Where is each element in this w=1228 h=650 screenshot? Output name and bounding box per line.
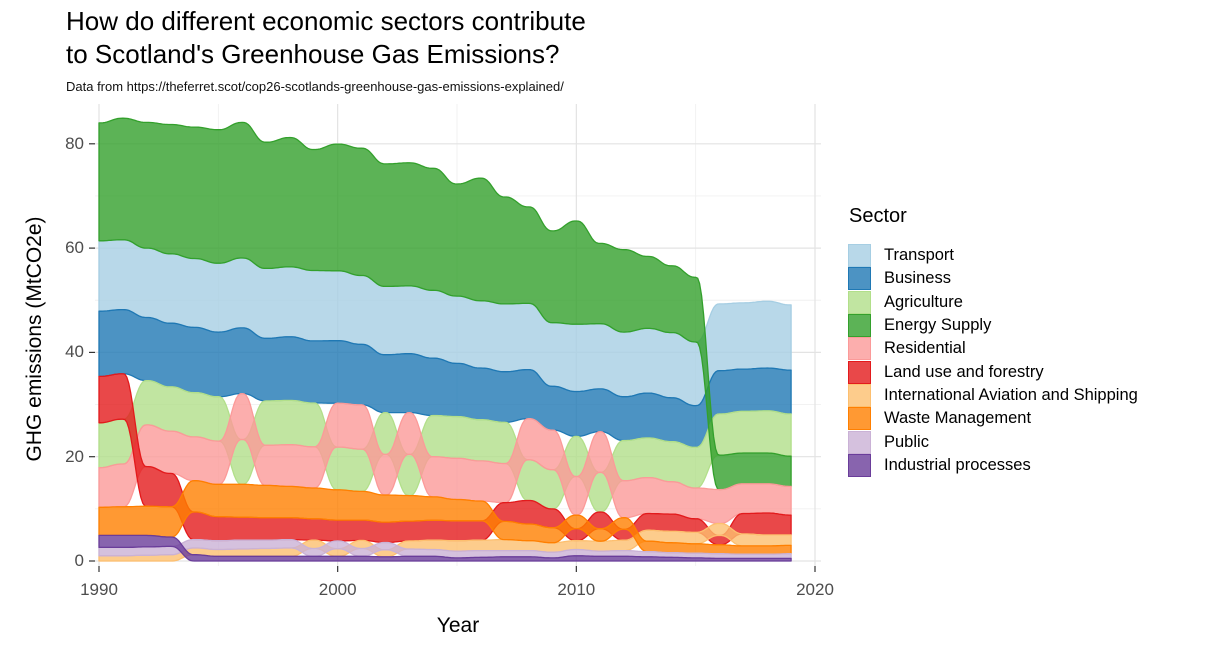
legend-swatch-icon	[848, 244, 871, 268]
legend-swatch-icon	[848, 290, 871, 314]
x-tick-label: 2020	[796, 580, 834, 599]
chart-title-line1: How do different economic sectors contri…	[66, 6, 586, 36]
x-tick-label: 2010	[557, 580, 596, 599]
legend-item: Land use and forestry	[848, 360, 1138, 384]
legend-swatch-icon	[848, 337, 871, 361]
legend-swatch-icon	[848, 267, 871, 291]
y-axis-title: GHG emissions (MtCO2e)	[23, 216, 46, 462]
x-tick-label: 1990	[80, 580, 118, 599]
legend-item-label: Industrial processes	[884, 455, 1031, 474]
legend-item-label: Transport	[884, 246, 954, 265]
legend-swatch-icon	[848, 383, 871, 407]
x-axis-title: Year	[436, 614, 480, 637]
legend-swatch-icon	[848, 407, 871, 431]
legend-item-label: International Aviation and Shipping	[884, 385, 1138, 404]
chart-subtitle: Data from https://theferret.scot/cop26-s…	[66, 79, 564, 94]
x-tick-label: 2000	[318, 580, 357, 599]
legend-swatch-icon	[848, 360, 871, 384]
legend-item-label: Business	[884, 269, 951, 288]
y-tick-label: 0	[74, 551, 84, 570]
legend-swatch-icon	[848, 430, 871, 454]
legend-swatch-icon	[848, 453, 871, 477]
y-tick-label: 80	[65, 133, 84, 153]
legend-swatch-icon	[848, 314, 871, 338]
legend-item: Energy Supply	[848, 314, 1138, 338]
legend-item: International Aviation and Shipping	[848, 383, 1138, 407]
legend-item: Agriculture	[848, 290, 1138, 314]
chart-title-line2: to Scotland's Greenhouse Gas Emissions?	[66, 39, 560, 69]
legend-item: Industrial processes	[848, 453, 1138, 477]
y-tick-label: 60	[65, 238, 84, 258]
legend-item-label: Public	[884, 432, 929, 451]
chart-title: How do different economic sectors contri…	[66, 5, 586, 71]
legend-item: Business	[848, 267, 1138, 291]
legend-items: Transport Business Agriculture Energy Suppl…	[848, 244, 1138, 477]
legend-item-label: Land use and forestry	[884, 362, 1044, 381]
area-band-industrial-processes	[98, 534, 792, 562]
y-tick-label: 40	[65, 342, 84, 362]
legend-item-label: Energy Supply	[884, 316, 992, 335]
legend-item-label: Agriculture	[884, 292, 963, 311]
legend: Sector Transport Business Agriculture Energ…	[848, 205, 1138, 477]
legend-title: Sector	[849, 205, 907, 227]
legend-item: Public	[848, 430, 1138, 454]
legend-item-label: Residential	[884, 339, 966, 358]
legend-item: Waste Management	[848, 407, 1138, 431]
legend-item: Transport	[848, 244, 1138, 268]
legend-item: Residential	[848, 337, 1138, 361]
y-tick-label: 20	[65, 446, 84, 466]
legend-item-label: Waste Management	[884, 409, 1032, 428]
